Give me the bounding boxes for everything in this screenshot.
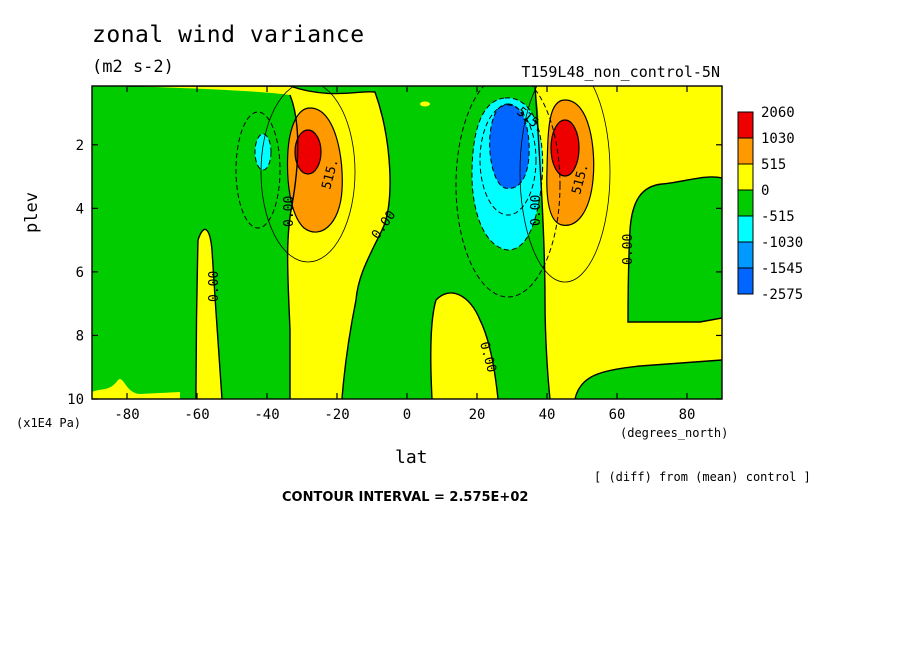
positive-tongue-south bbox=[196, 229, 222, 399]
colorbar-level-label: -1030 bbox=[761, 235, 803, 251]
colorbar-swatch bbox=[737, 241, 754, 269]
positive-region-center bbox=[430, 292, 498, 399]
colorbar-level-label: -2575 bbox=[761, 287, 803, 303]
contour-label: 0.00 bbox=[282, 196, 297, 227]
colorbar-swatch bbox=[737, 137, 754, 165]
x-tick-label: -40 bbox=[254, 407, 279, 423]
y-tick-label: 10 bbox=[67, 392, 84, 408]
x-tick-label: -60 bbox=[184, 407, 209, 423]
experiment-label: T159L48_non_control-5N bbox=[521, 63, 720, 81]
contour-label: 0.00 bbox=[621, 234, 636, 265]
red-core-north bbox=[551, 120, 579, 176]
colorbar-level-label: 1030 bbox=[761, 131, 795, 147]
y-tick-label: 8 bbox=[76, 328, 84, 344]
y-tick-label: 4 bbox=[76, 201, 84, 217]
x-tick-label: -80 bbox=[114, 407, 139, 423]
x-axis: -80 -60 -40 -20 0 20 40 60 80 bbox=[114, 86, 695, 423]
contour-label: 0.00 bbox=[207, 271, 222, 302]
x-tick-label: 60 bbox=[609, 407, 626, 423]
contour-interval: CONTOUR INTERVAL = 2.575E+02 bbox=[282, 490, 529, 505]
contour-label: 0.00 bbox=[529, 195, 544, 226]
colorbar-level-label: 515 bbox=[761, 157, 786, 173]
x-axis-label: lat bbox=[395, 447, 428, 468]
cyan-blob-south bbox=[255, 134, 271, 170]
colorbar-swatch bbox=[737, 267, 754, 295]
x-axis-units: (degrees_north) bbox=[620, 426, 729, 440]
x-tick-label: 80 bbox=[679, 407, 696, 423]
small-blob-top bbox=[420, 101, 430, 107]
positive-bottom-edge bbox=[92, 379, 180, 399]
blue-core-center bbox=[489, 104, 530, 189]
chart-units: (m2 s-2) bbox=[92, 57, 174, 77]
y-tick-label: 2 bbox=[76, 138, 84, 154]
colorbar-level-label: -1545 bbox=[761, 261, 803, 277]
colorbar-swatch bbox=[737, 163, 754, 191]
difference-note: [ (diff) from (mean) control ] bbox=[594, 470, 811, 484]
chart-title: zonal wind variance bbox=[92, 22, 365, 48]
x-tick-label: 20 bbox=[469, 407, 486, 423]
colorbar-swatch bbox=[737, 111, 754, 139]
colorbar-swatch bbox=[737, 189, 754, 217]
red-core-south bbox=[295, 130, 321, 174]
x-tick-label: 0 bbox=[403, 407, 411, 423]
y-tick-label: 6 bbox=[76, 265, 84, 281]
colorbar-swatch bbox=[737, 215, 754, 243]
colorbar-level-label: -515 bbox=[761, 209, 795, 225]
y-axis: 2 4 6 8 10 bbox=[67, 138, 722, 408]
colorbar-level-label: 0 bbox=[761, 183, 769, 199]
x-tick-label: 40 bbox=[539, 407, 556, 423]
colorbar-level-label: 2060 bbox=[761, 105, 795, 121]
colorbar-legend: 2060 1030 515 0 -515 -1030 -1545 -2575 bbox=[737, 105, 803, 303]
y-axis-label: plev bbox=[22, 192, 42, 233]
x-tick-label: -20 bbox=[324, 407, 349, 423]
y-axis-units: (x1E4 Pa) bbox=[16, 416, 82, 430]
